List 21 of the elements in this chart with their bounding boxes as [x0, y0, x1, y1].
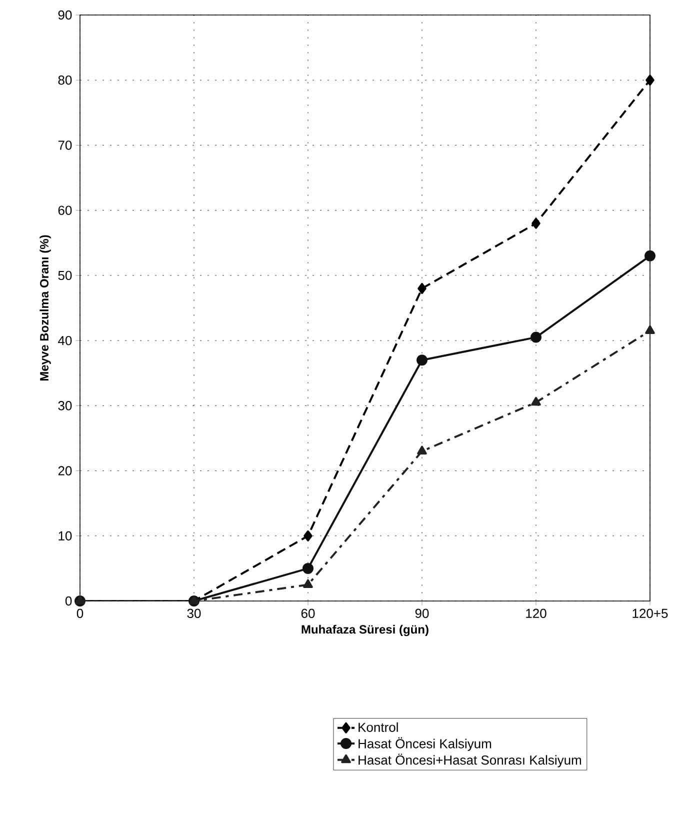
y-tick-label: 80 [58, 76, 72, 85]
x-axis-title: Muhafaza Süresi (gün) [302, 624, 428, 636]
y-tick-label: 70 [58, 140, 72, 150]
y-tick-label: 40 [58, 336, 72, 346]
legend-label: Hasat Öncesi+Hasat Sonrası Kalsiyum [358, 754, 582, 768]
y-tick-label: 0 [65, 596, 72, 606]
legend-label: Hasat Öncesi Kalsiyum [358, 737, 492, 751]
x-tick-label: 0 [76, 608, 84, 618]
y-tick-label: 30 [58, 401, 72, 410]
x-tick-label: 30 [187, 608, 201, 618]
legend-label: Kontrol [358, 722, 398, 732]
y-tick-label: 60 [58, 206, 72, 215]
y-axis-title: Meyve Bozulma Oranı (%) [40, 235, 51, 381]
x-tick-label: 90 [415, 608, 429, 618]
y-tick-label: 20 [58, 466, 72, 476]
x-tick-label: 60 [301, 608, 315, 618]
y-tick-label: 10 [58, 531, 72, 540]
y-tick-label: 50 [58, 270, 72, 280]
x-tick-label: 120 [526, 608, 546, 618]
y-tick-label: 90 [58, 10, 72, 20]
x-tick-label: 120+5 [632, 608, 668, 618]
